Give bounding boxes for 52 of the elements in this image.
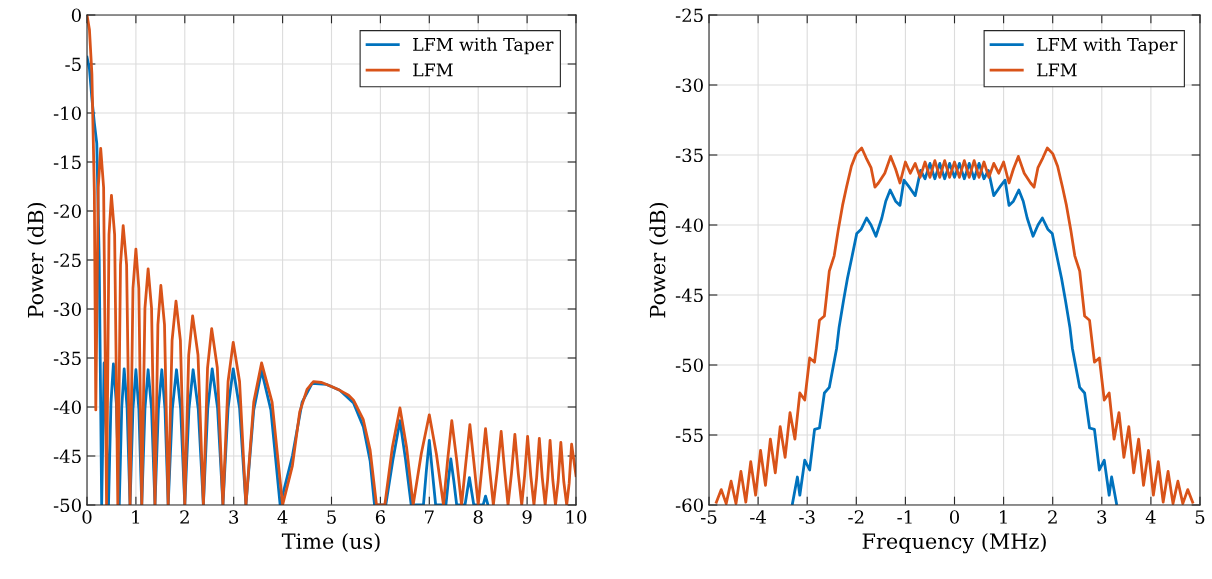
line-series <box>714 146 1195 505</box>
x-tick-label: 1 <box>1000 510 1007 524</box>
y-tick-label: -30 <box>53 302 81 317</box>
x-axis-title: Frequency (MHz) <box>862 532 1046 554</box>
x-tick-label: 10 <box>566 510 587 524</box>
legend-label: LFM with Taper <box>413 37 554 55</box>
legend-label: LFM with Taper <box>1037 37 1178 55</box>
y-tick-label: -50 <box>675 358 703 373</box>
y-tick-label: -45 <box>53 449 81 464</box>
x-tick-label: 0 <box>949 510 960 524</box>
x-tick-label: 5 <box>1195 510 1205 524</box>
y-tick-label: -55 <box>675 428 703 443</box>
y-tick-label: -35 <box>675 148 703 163</box>
x-tick-label: 2 <box>1048 510 1057 524</box>
y-tick-label: -30 <box>675 78 703 93</box>
y-tick-label: -5 <box>65 57 81 72</box>
y-tick-label: -45 <box>675 288 703 303</box>
y-tick-label: -20 <box>53 204 81 219</box>
x-axis-title: Time (us) <box>281 532 380 552</box>
x-tick-label: -3 <box>799 510 815 524</box>
y-tick-label: -10 <box>53 106 81 121</box>
y-tick-label: -40 <box>675 218 703 233</box>
y-tick-label: -15 <box>53 155 81 170</box>
line-series <box>87 15 576 505</box>
legend-label: LFM <box>1037 63 1077 77</box>
y-tick-label: -25 <box>675 8 703 23</box>
x-tick-label: 7 <box>425 510 434 524</box>
x-tick-label: 6 <box>375 510 386 524</box>
x-tick-label: 0 <box>82 510 92 524</box>
x-tick-label: 2 <box>180 510 189 524</box>
y-axis-title: Power (dB) <box>27 202 47 318</box>
x-tick-label: 8 <box>473 510 483 524</box>
x-tick-label: 4 <box>1145 510 1156 524</box>
x-tick-label: 5 <box>327 510 336 524</box>
y-tick-label: -35 <box>53 351 81 366</box>
x-tick-label: 3 <box>1097 510 1107 524</box>
x-tick-label: -1 <box>897 510 912 524</box>
x-tick-label: 9 <box>522 510 532 524</box>
y-tick-label: -60 <box>675 498 703 513</box>
y-tick-label: 0 <box>71 8 81 23</box>
x-tick-label: -5 <box>701 510 717 524</box>
y-tick-label: -40 <box>53 400 81 415</box>
line-series <box>791 162 1118 505</box>
y-tick-label: -25 <box>53 253 81 268</box>
x-tick-label: 3 <box>229 510 239 524</box>
x-tick-label: -4 <box>750 510 766 524</box>
legend-label: LFM <box>413 63 453 77</box>
x-tick-label: -2 <box>848 510 864 524</box>
x-tick-label: 4 <box>277 510 288 524</box>
y-axis-title: Power (dB) <box>649 202 669 318</box>
x-tick-label: 1 <box>132 510 140 524</box>
y-tick-label: -50 <box>53 498 81 513</box>
